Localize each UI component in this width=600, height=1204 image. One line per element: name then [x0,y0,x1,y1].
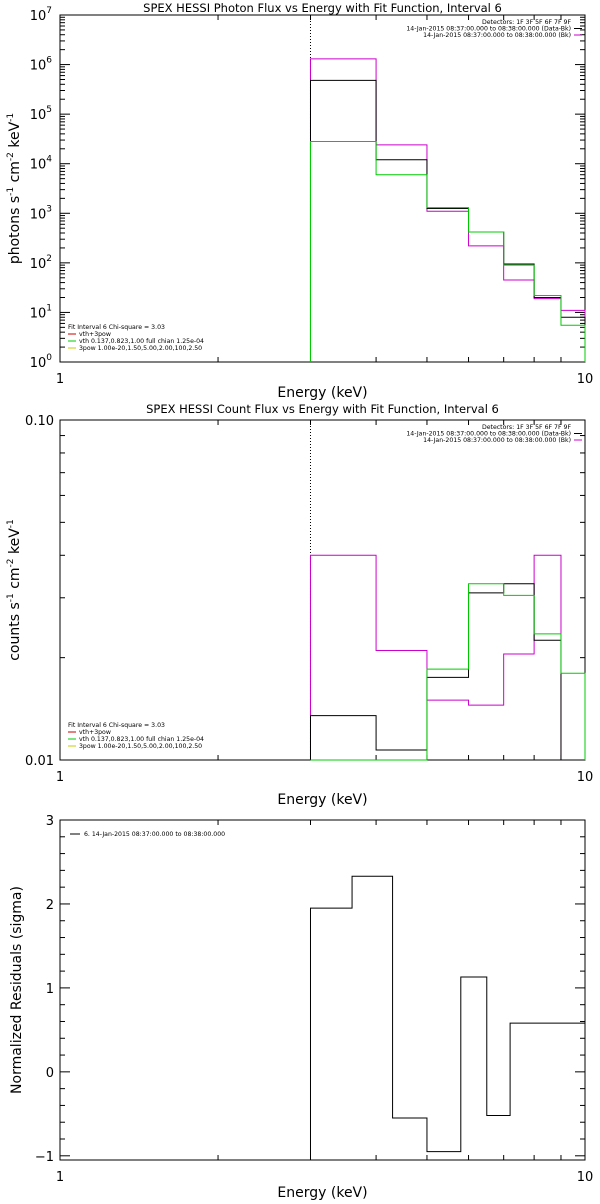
count-y-axis-label-part: keV [7,528,23,559]
photon-y-tick-exp: 7 [46,6,52,16]
photon-legend-fit-entry: vth+3pow [79,331,111,338]
photon-y-axis-label-part: keV [7,121,23,152]
photon-y-tick-label: 106 [30,56,53,74]
resid-y-axis-label: Normalized Residuals (sigma) [9,886,25,1094]
photon-y-tick-exp: 4 [46,155,52,165]
resid-y-tick-label: −1 [35,1150,54,1165]
count-x-axis-label: Energy (keV) [277,792,367,808]
photon-y-axis-label-part: -1 [6,187,16,196]
photon-y-axis-label-part: -2 [6,152,16,161]
resid-y-tick-label: 3 [46,814,54,829]
resid-x-axis-label: Energy (keV) [277,1185,367,1200]
photon-y-tick-base: 10 [30,9,47,24]
photon-y-tick-exp: 1 [46,303,52,313]
photon-y-tick-label: 103 [30,204,52,222]
photon-series-1-step-line [309,79,586,362]
count-y-axis-label-part: counts s [7,602,23,661]
photon-legend-fit-entry: vth 0.137,0.823,1.00 full chian 1.25e-04 [79,338,204,345]
resid-legend-entry: 6. 14-Jan-2015 08:37:00.000 to 08:38:00.… [84,831,225,838]
photon-y-tick-exp: 0 [46,353,52,363]
count-chart-title: SPEX HESSI Count Flux vs Energy with Fit… [146,402,499,416]
count-series-1-step-line [309,583,585,761]
resid-y-tick-label: 0 [46,1066,54,1081]
resid-series-0-step-line [309,875,586,1160]
count-y-axis-label: counts s-1 cm-2 keV-1 [6,519,23,661]
photon-y-tick-base: 10 [30,356,47,371]
photon-chart-title: SPEX HESSI Photon Flux vs Energy with Fi… [143,1,502,15]
count-y-axis-label-part: -1 [6,519,16,528]
count-series-2-step-line [310,583,586,761]
resid-x-tick-label: 10 [577,1170,594,1185]
resid-y-tick-label: 2 [46,898,54,913]
photon-y-tick-exp: 2 [46,254,52,264]
count-legend-fit-entry: Fit Interval 6 Chi-square = 3.03 [68,722,165,729]
photon-y-tick-base: 10 [30,108,47,123]
resid-x-tick-label: 1 [56,1170,64,1185]
resid-plot-frame [59,819,586,1161]
count-plot-frame [59,419,586,761]
count-legend-fit-entry: 3pow 1.00e-20,1.50,5.00,2.00,100,2.50 [79,743,202,750]
photon-legend-top-entry: 14-Jan-2015 08:37:00.000 to 08:38:00.000… [406,26,571,33]
photon-legend-top-entry: 14-Jan-2015 08:37:00.000 to 08:38:00.000… [423,32,571,39]
photon-y-tick-label: 101 [30,303,52,321]
count-y-tick-label: 0.10 [25,414,54,429]
photon-y-axis-label-part: cm [7,161,23,187]
photon-y-tick-exp: 6 [46,56,52,66]
photon-y-tick-label: 104 [30,155,53,173]
photon-y-axis-label-part: -1 [6,113,16,122]
count-series-0-step-line [309,554,585,761]
photon-x-tick-label: 10 [577,372,594,387]
count-x-tick-label: 1 [56,770,64,785]
photon-y-tick-base: 10 [30,158,47,173]
count-x-tick-label: 10 [577,770,594,785]
photon-legend-fit-entry: Fit Interval 6 Chi-square = 3.03 [68,324,165,331]
count-legend-top-entry: 14-Jan-2015 08:37:00.000 to 08:38:00.000… [406,431,571,438]
photon-y-tick-label: 105 [30,105,52,123]
count-legend-fit-entry: vth+3pow [79,729,111,736]
photon-plot-frame [59,14,586,363]
count-y-axis-label-part: -1 [6,593,16,602]
count-legend-top-entry: 14-Jan-2015 08:37:00.000 to 08:38:00.000… [423,437,571,444]
count-y-axis-label-part: -2 [6,558,16,567]
photon-y-tick-base: 10 [30,59,47,74]
photon-series-0-step-line [309,58,586,362]
photon-y-tick-exp: 5 [46,105,52,115]
count-y-axis-label-part: cm [7,567,23,593]
photon-x-axis-label: Energy (keV) [277,385,367,401]
count-legend-fit-entry: vth 0.137,0.823,1.00 full chian 1.25e-04 [79,736,204,743]
photon-y-tick-base: 10 [30,306,47,321]
resid-y-tick-label: 1 [46,982,54,997]
photon-x-tick-label: 1 [56,372,64,387]
photon-y-tick-base: 10 [30,207,47,222]
resid-y-axis-label-part: Normalized Residuals (sigma) [9,886,25,1094]
photon-y-axis-label: photons s-1 cm-2 keV-1 [6,113,23,264]
count-y-tick-label: 0.01 [25,754,54,769]
photon-y-tick-label: 102 [30,254,52,272]
photon-series-2-step-line [309,141,586,362]
photon-y-tick-label: 107 [30,6,52,24]
photon-y-tick-exp: 3 [46,204,52,214]
photon-y-axis-label-part: photons s [7,196,23,264]
photon-y-tick-base: 10 [30,257,47,272]
photon-legend-top-entry: Detectors: 1F 3F 5F 6F 7F 9F [482,19,571,26]
photon-y-tick-label: 100 [30,353,53,371]
photon-legend-fit-entry: 3pow 1.00e-20,1.50,5.00,2.00,100,2.50 [79,345,202,352]
count-legend-top-entry: Detectors: 1F 3F 5F 6F 7F 9F [482,424,571,431]
